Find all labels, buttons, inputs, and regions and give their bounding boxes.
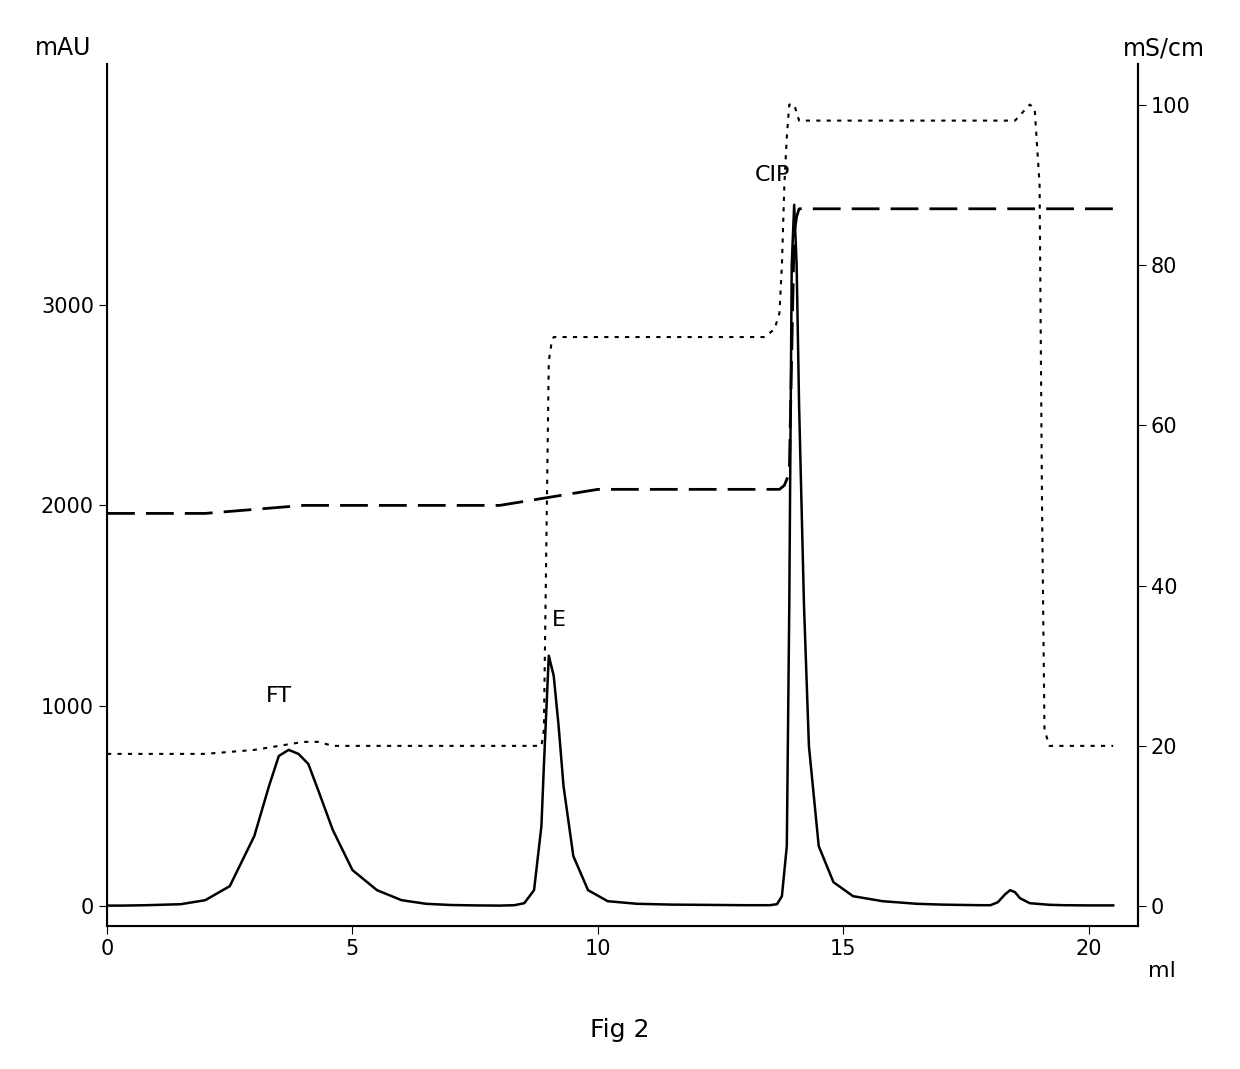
Text: mS/cm: mS/cm bbox=[1122, 36, 1205, 60]
Text: ml: ml bbox=[1148, 961, 1176, 980]
Text: CIP: CIP bbox=[754, 165, 790, 185]
Text: E: E bbox=[552, 609, 565, 630]
Text: Fig 2: Fig 2 bbox=[590, 1018, 650, 1042]
Text: mAU: mAU bbox=[35, 36, 92, 60]
Text: FT: FT bbox=[265, 686, 291, 706]
